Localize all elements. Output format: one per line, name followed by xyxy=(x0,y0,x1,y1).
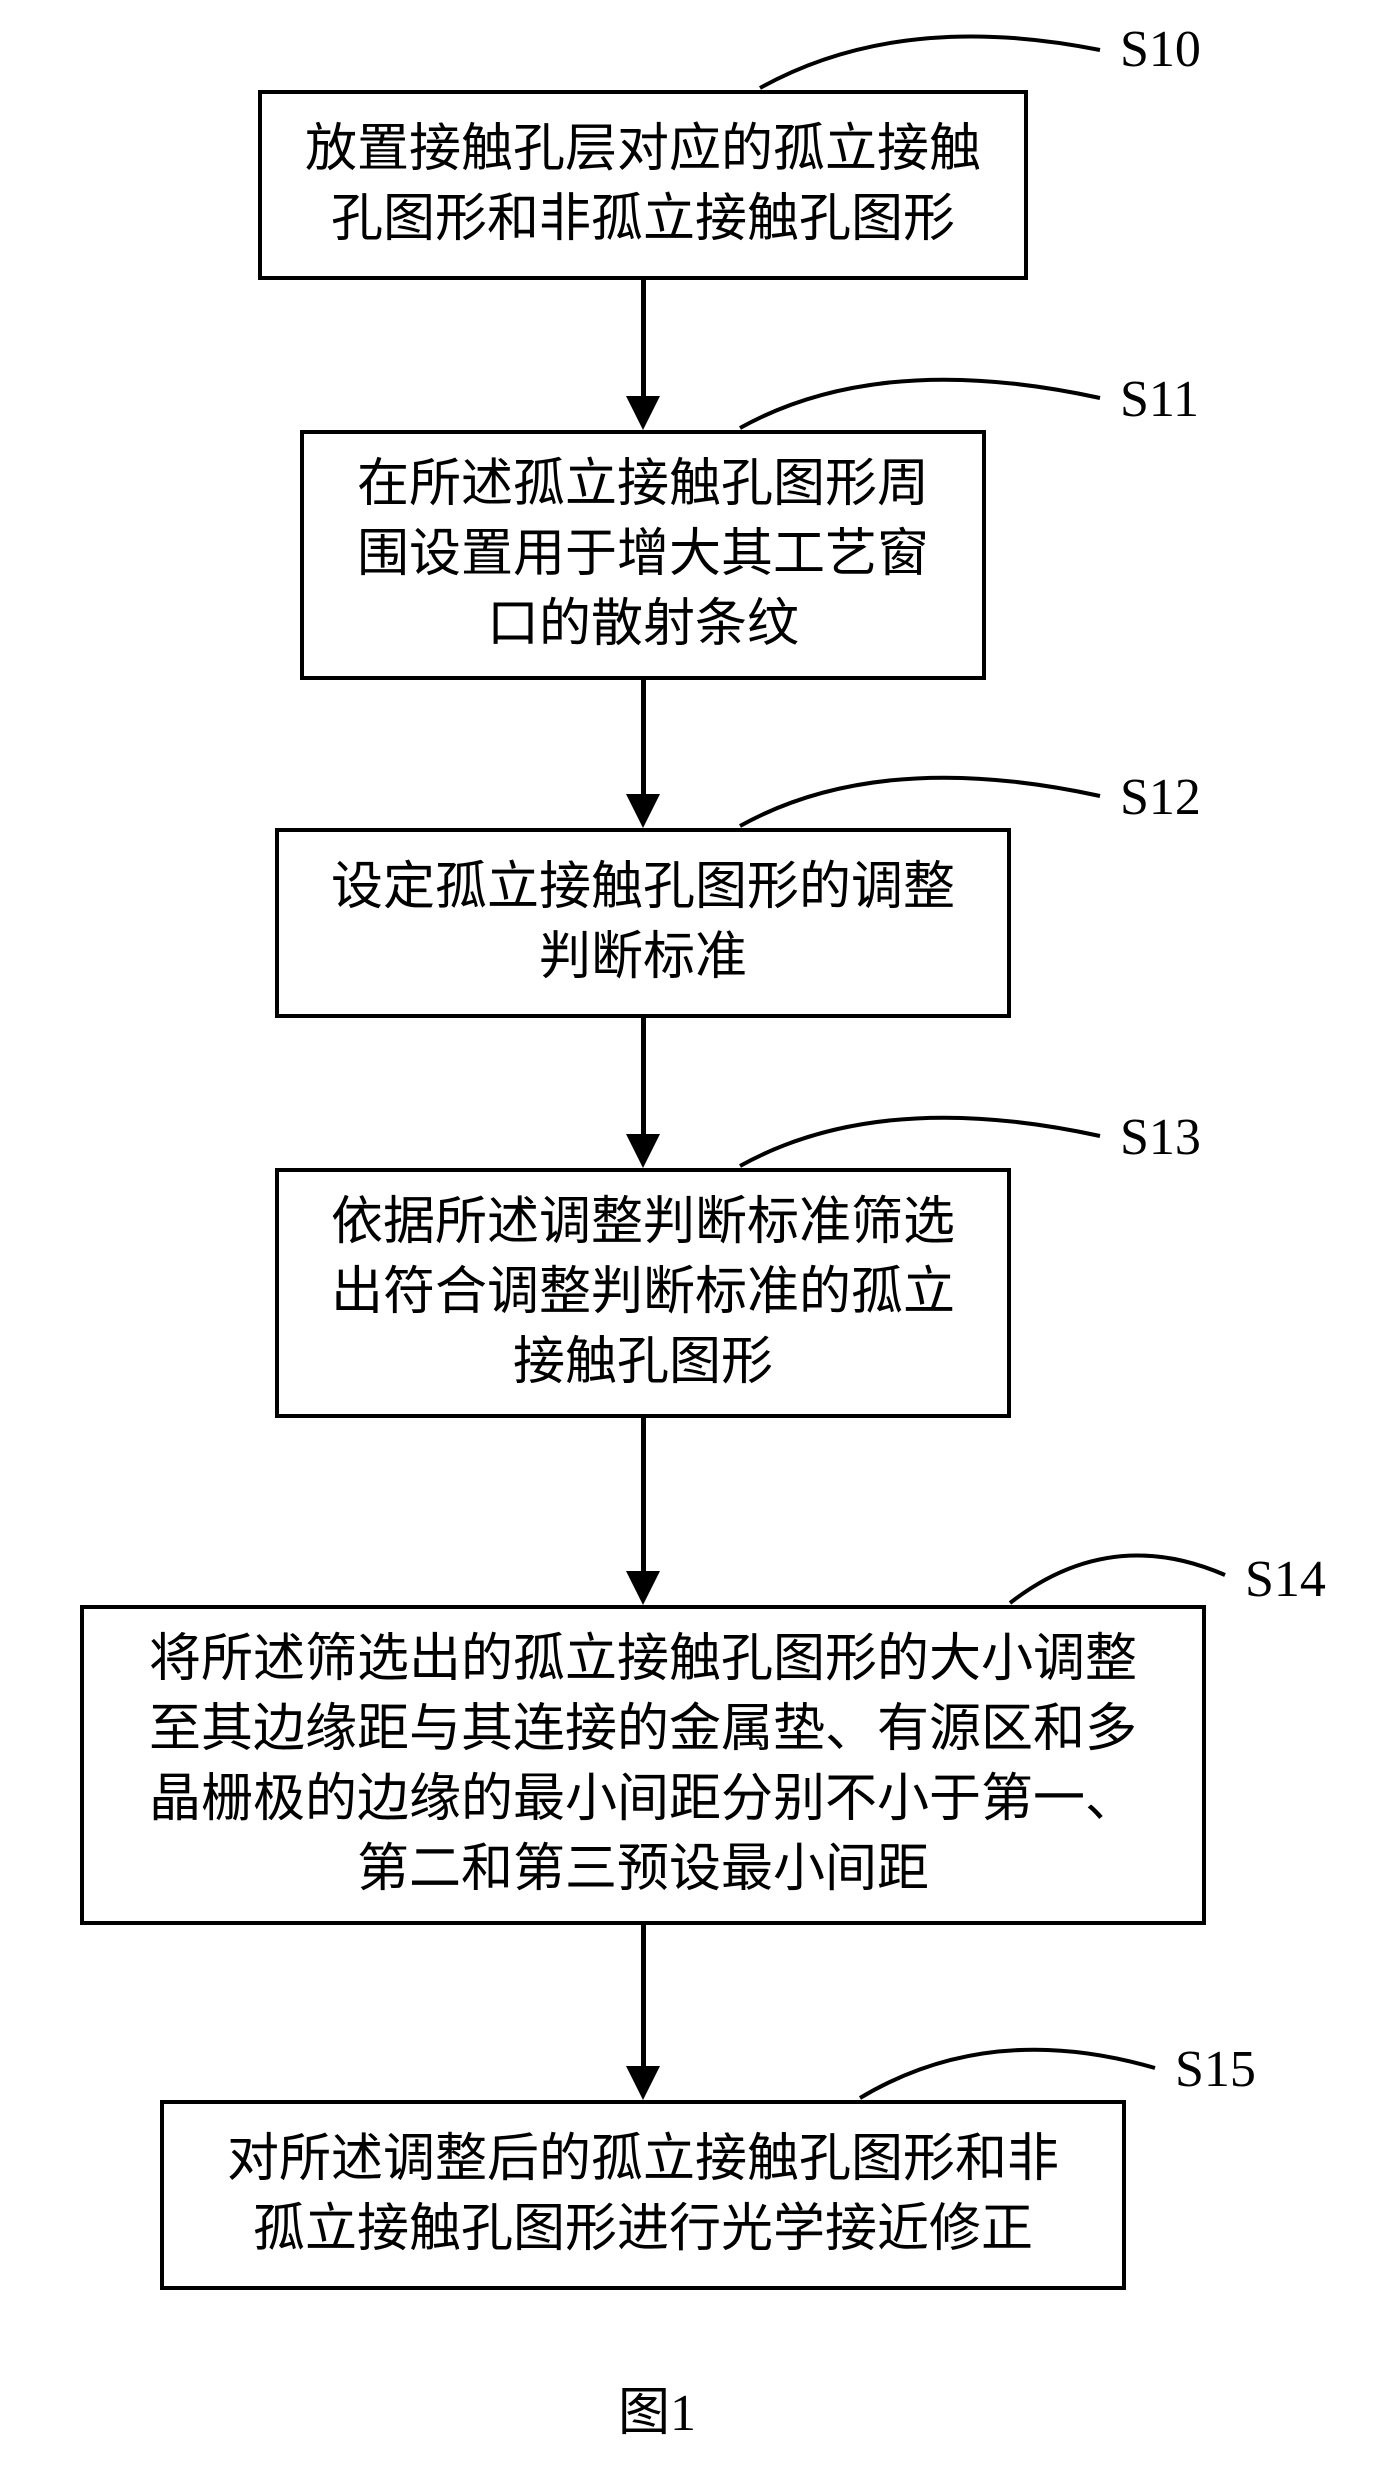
step-label-s12: S12 xyxy=(1120,768,1201,827)
step-label-s10: S10 xyxy=(1120,20,1201,79)
arrow-s12-s13 xyxy=(641,1018,646,1134)
step-box-s12: 设定孤立接触孔图形的调整 判断标准 xyxy=(275,828,1011,1018)
step-box-s15: 对所述调整后的孤立接触孔图形和非 孤立接触孔图形进行光学接近修正 xyxy=(160,2100,1126,2290)
arrow-head-s13-s14 xyxy=(626,1571,660,1605)
step-text-s10: 放置接触孔层对应的孤立接触 孔图形和非孤立接触孔图形 xyxy=(305,115,981,255)
step-label-s13: S13 xyxy=(1120,1108,1201,1167)
step-text-s15: 对所述调整后的孤立接触孔图形和非 孤立接触孔图形进行光学接近修正 xyxy=(227,2125,1059,2265)
step-box-s13: 依据所述调整判断标准筛选 出符合调整判断标准的孤立 接触孔图形 xyxy=(275,1168,1011,1418)
arrow-head-s14-s15 xyxy=(626,2066,660,2100)
step-text-s12: 设定孤立接触孔图形的调整 判断标准 xyxy=(331,853,955,993)
arrow-s14-s15 xyxy=(641,1925,646,2066)
arrow-s13-s14 xyxy=(641,1418,646,1571)
step-text-s11: 在所述孤立接触孔图形周 围设置用于增大其工艺窗 口的散射条纹 xyxy=(357,450,929,661)
step-box-s10: 放置接触孔层对应的孤立接触 孔图形和非孤立接触孔图形 xyxy=(258,90,1028,280)
arrow-head-s11-s12 xyxy=(626,794,660,828)
step-label-s15: S15 xyxy=(1175,2040,1256,2099)
step-box-s14: 将所述筛选出的孤立接触孔图形的大小调整 至其边缘距与其连接的金属垫、有源区和多 … xyxy=(80,1605,1206,1925)
arrow-s11-s12 xyxy=(641,680,646,794)
flowchart-diagram: 放置接触孔层对应的孤立接触 孔图形和非孤立接触孔图形 S10 在所述孤立接触孔图… xyxy=(0,0,1386,2478)
step-box-s11: 在所述孤立接触孔图形周 围设置用于增大其工艺窗 口的散射条纹 xyxy=(300,430,986,680)
arrow-head-s10-s11 xyxy=(626,396,660,430)
step-label-s11: S11 xyxy=(1120,370,1199,429)
arrow-s10-s11 xyxy=(641,280,646,396)
figure-caption: 图1 xyxy=(618,2370,696,2445)
step-label-s14: S14 xyxy=(1245,1550,1326,1609)
step-text-s14: 将所述筛选出的孤立接触孔图形的大小调整 至其边缘距与其连接的金属垫、有源区和多 … xyxy=(149,1625,1137,1906)
arrow-head-s12-s13 xyxy=(626,1134,660,1168)
step-text-s13: 依据所述调整判断标准筛选 出符合调整判断标准的孤立 接触孔图形 xyxy=(331,1188,955,1399)
